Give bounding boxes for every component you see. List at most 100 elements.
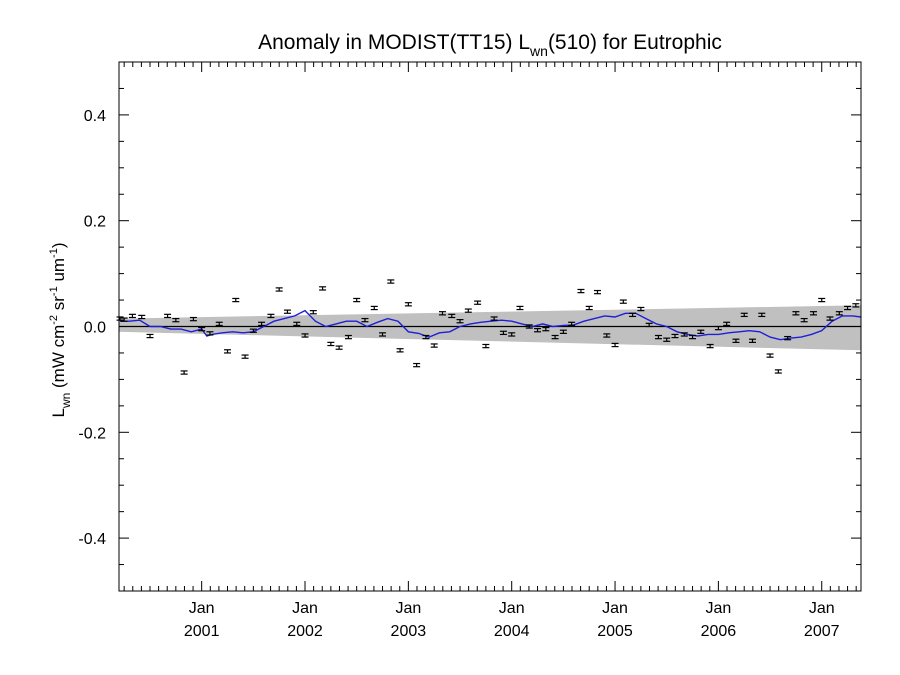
y-axis-title-unit-open: (mW cm [49, 325, 68, 393]
data-point [748, 338, 756, 343]
x-tick-label-year: 2006 [701, 623, 737, 640]
data-point [680, 332, 688, 337]
x-tick-label-year: 2003 [391, 623, 427, 640]
x-tick-label-year: 2001 [184, 623, 220, 640]
data-point [172, 317, 180, 323]
chart-title-subscript: wn [529, 43, 548, 59]
data-point [224, 349, 232, 354]
data-point [258, 321, 266, 327]
data-point [577, 288, 585, 294]
data-point [146, 333, 154, 339]
tick-labels-layer: 0.4 0.2 0.0 -0.2 -0.4 Jan 2001 Jan 2002 Jan 2003 Ja… [78, 108, 839, 640]
data-point [370, 305, 378, 311]
data-point [654, 334, 662, 340]
data-point [396, 348, 404, 353]
data-point [732, 338, 740, 343]
x-tick-label-year: 2004 [494, 623, 530, 640]
x-tick-label-year: 2007 [804, 623, 840, 640]
x-tick-label-month: Jan [809, 600, 835, 617]
data-point [784, 335, 792, 341]
data-point [361, 317, 369, 323]
data-point [559, 329, 567, 334]
data-point [267, 313, 275, 319]
data-point [474, 300, 482, 305]
data-point [516, 305, 524, 311]
data-point [422, 334, 430, 340]
data-point [619, 299, 627, 304]
data-point [568, 321, 576, 327]
data-point [198, 326, 206, 332]
data-point [534, 328, 542, 333]
data-point [792, 311, 800, 316]
y-axis-title-exp3: -1 [48, 248, 60, 258]
data-point [611, 342, 619, 348]
y-axis-title-exp1: -2 [48, 315, 60, 325]
y-axis-title-part2: sr [49, 296, 68, 315]
y-axis-title-main: L [49, 408, 68, 417]
x-tick-label-year: 2002 [287, 623, 323, 640]
data-point [499, 330, 507, 336]
data-point [809, 311, 817, 316]
confidence-band-layer [119, 305, 861, 351]
data-point [189, 316, 197, 322]
error-bar-points-layer [116, 279, 860, 375]
data-point [275, 287, 283, 292]
data-point [249, 328, 257, 333]
data-point [542, 326, 550, 332]
data-point [327, 341, 335, 347]
data-point [551, 334, 559, 340]
data-point [774, 369, 782, 374]
data-point [629, 312, 637, 318]
data-point [301, 333, 309, 338]
confidence-band [119, 305, 861, 351]
data-point [766, 353, 774, 358]
data-point [379, 332, 387, 337]
data-point [353, 297, 361, 303]
data-point [593, 289, 601, 295]
data-point [404, 302, 412, 307]
data-point [319, 286, 327, 291]
data-point [844, 305, 852, 311]
data-point [438, 311, 446, 316]
x-tick-label-month: Jan [292, 600, 318, 617]
data-point [826, 316, 834, 321]
data-point [293, 321, 301, 327]
y-tick-label: 0.2 [84, 214, 106, 231]
y-axis-title: Lwn (mW cm-2 sr-1 um-1) [48, 242, 73, 417]
y-axis-title-main-subscript: wn [59, 393, 73, 409]
data-point [818, 297, 826, 303]
data-point [215, 321, 223, 327]
data-point [464, 308, 472, 313]
data-point [116, 316, 124, 321]
data-point [740, 312, 748, 318]
data-point [138, 314, 146, 320]
data-point [344, 334, 352, 340]
data-point [180, 370, 188, 375]
y-axis-title-unit-close: ) [49, 242, 68, 248]
y-axis-title-part3: um [49, 258, 68, 286]
series-line-0 [120, 309, 862, 341]
data-point [663, 337, 671, 342]
data-point [164, 313, 172, 319]
data-point [413, 362, 421, 368]
data-point [706, 343, 714, 349]
x-tick-label-year: 2005 [597, 623, 633, 640]
x-tick-label-month: Jan [705, 600, 731, 617]
data-point [671, 333, 679, 339]
data-point [309, 310, 317, 315]
smoothed-series-layer [120, 309, 862, 341]
data-point [335, 345, 343, 350]
data-point [637, 306, 645, 312]
data-point [482, 343, 490, 349]
data-point [525, 324, 533, 329]
data-point [603, 333, 611, 338]
chart-title: Anomaly in MODIST(TT15) Lwn(510) for Eut… [258, 31, 722, 59]
data-point [430, 343, 438, 348]
y-tick-label: 0.4 [84, 108, 106, 125]
x-tick-label-month: Jan [499, 600, 525, 617]
data-point [852, 303, 860, 308]
ticks-layer [119, 61, 861, 592]
data-point [689, 334, 697, 340]
data-point [697, 329, 705, 334]
